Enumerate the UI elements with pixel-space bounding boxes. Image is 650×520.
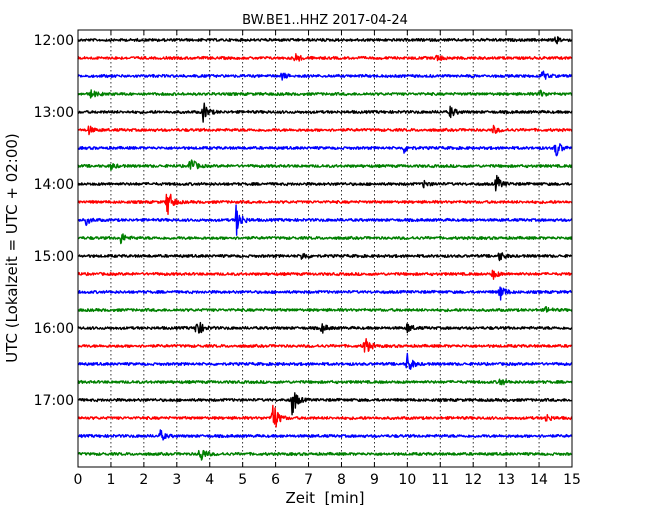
x-tick-label: 5 [238, 472, 247, 488]
trace-1745 [77, 449, 573, 461]
trace-1345 [77, 159, 573, 172]
x-axis-ticks: 0 1 2 3 4 5 6 7 8 9 10 11 12 13 14 15 [74, 30, 581, 488]
y-tick-label: 14:00 [34, 177, 74, 193]
x-tick-label: 8 [337, 472, 346, 488]
trace-1445 [77, 233, 573, 245]
x-tick-label: 3 [172, 472, 181, 488]
x-axis-label: Zeit [min] [285, 489, 364, 507]
trace-1400 [77, 174, 573, 192]
y-tick-label: 15:00 [34, 249, 74, 265]
trace-1730 [77, 429, 573, 441]
x-tick-label: 12 [464, 472, 482, 488]
x-tick-label: 15 [563, 472, 581, 488]
trace-1600 [77, 321, 573, 334]
x-tick-label: 14 [530, 472, 548, 488]
trace-1315 [77, 124, 573, 136]
trace-1415 [77, 193, 573, 215]
y-tick-label: 17:00 [34, 393, 74, 409]
trace-1245 [77, 89, 573, 99]
trace-1530 [77, 286, 573, 301]
trace-1645 [77, 378, 573, 386]
trace-1500 [77, 252, 573, 262]
x-tick-label: 0 [74, 472, 83, 488]
trace-1230 [77, 70, 573, 81]
x-tick-label: 10 [398, 472, 416, 488]
vertical-grid [110, 30, 540, 467]
x-tick-label: 11 [431, 472, 449, 488]
trace-1715 [77, 404, 573, 428]
trace-1300 [77, 102, 573, 123]
trace-1615 [77, 337, 573, 353]
x-tick-label: 1 [106, 472, 115, 488]
x-tick-label: 7 [304, 472, 313, 488]
y-tick-label: 13:00 [34, 105, 74, 121]
y-tick-label: 12:00 [34, 33, 74, 49]
trace-1545 [77, 306, 573, 313]
x-tick-label: 6 [271, 472, 280, 488]
y-axis-label: UTC (Lokalzeit = UTC + 02:00) [3, 133, 21, 363]
trace-1215 [77, 53, 573, 62]
trace-1630 [77, 352, 573, 370]
x-tick-label: 13 [497, 472, 515, 488]
y-axis-ticks: 12:00 13:00 14:00 15:00 16:00 17:00 [34, 33, 83, 409]
y-tick-label: 16:00 [34, 321, 74, 337]
trace-1330 [77, 143, 573, 157]
chart-title: BW.BE1..HHZ 2017-04-24 [242, 13, 408, 28]
x-tick-label: 4 [205, 472, 214, 488]
trace-1515 [77, 269, 573, 280]
trace-1430 [77, 204, 573, 236]
trace-1200 [77, 36, 573, 45]
trace-1700 [77, 392, 573, 416]
trace-layer [77, 36, 573, 461]
x-tick-label: 2 [139, 472, 148, 488]
x-tick-label: 9 [370, 472, 379, 488]
plot-frame [77, 29, 573, 468]
